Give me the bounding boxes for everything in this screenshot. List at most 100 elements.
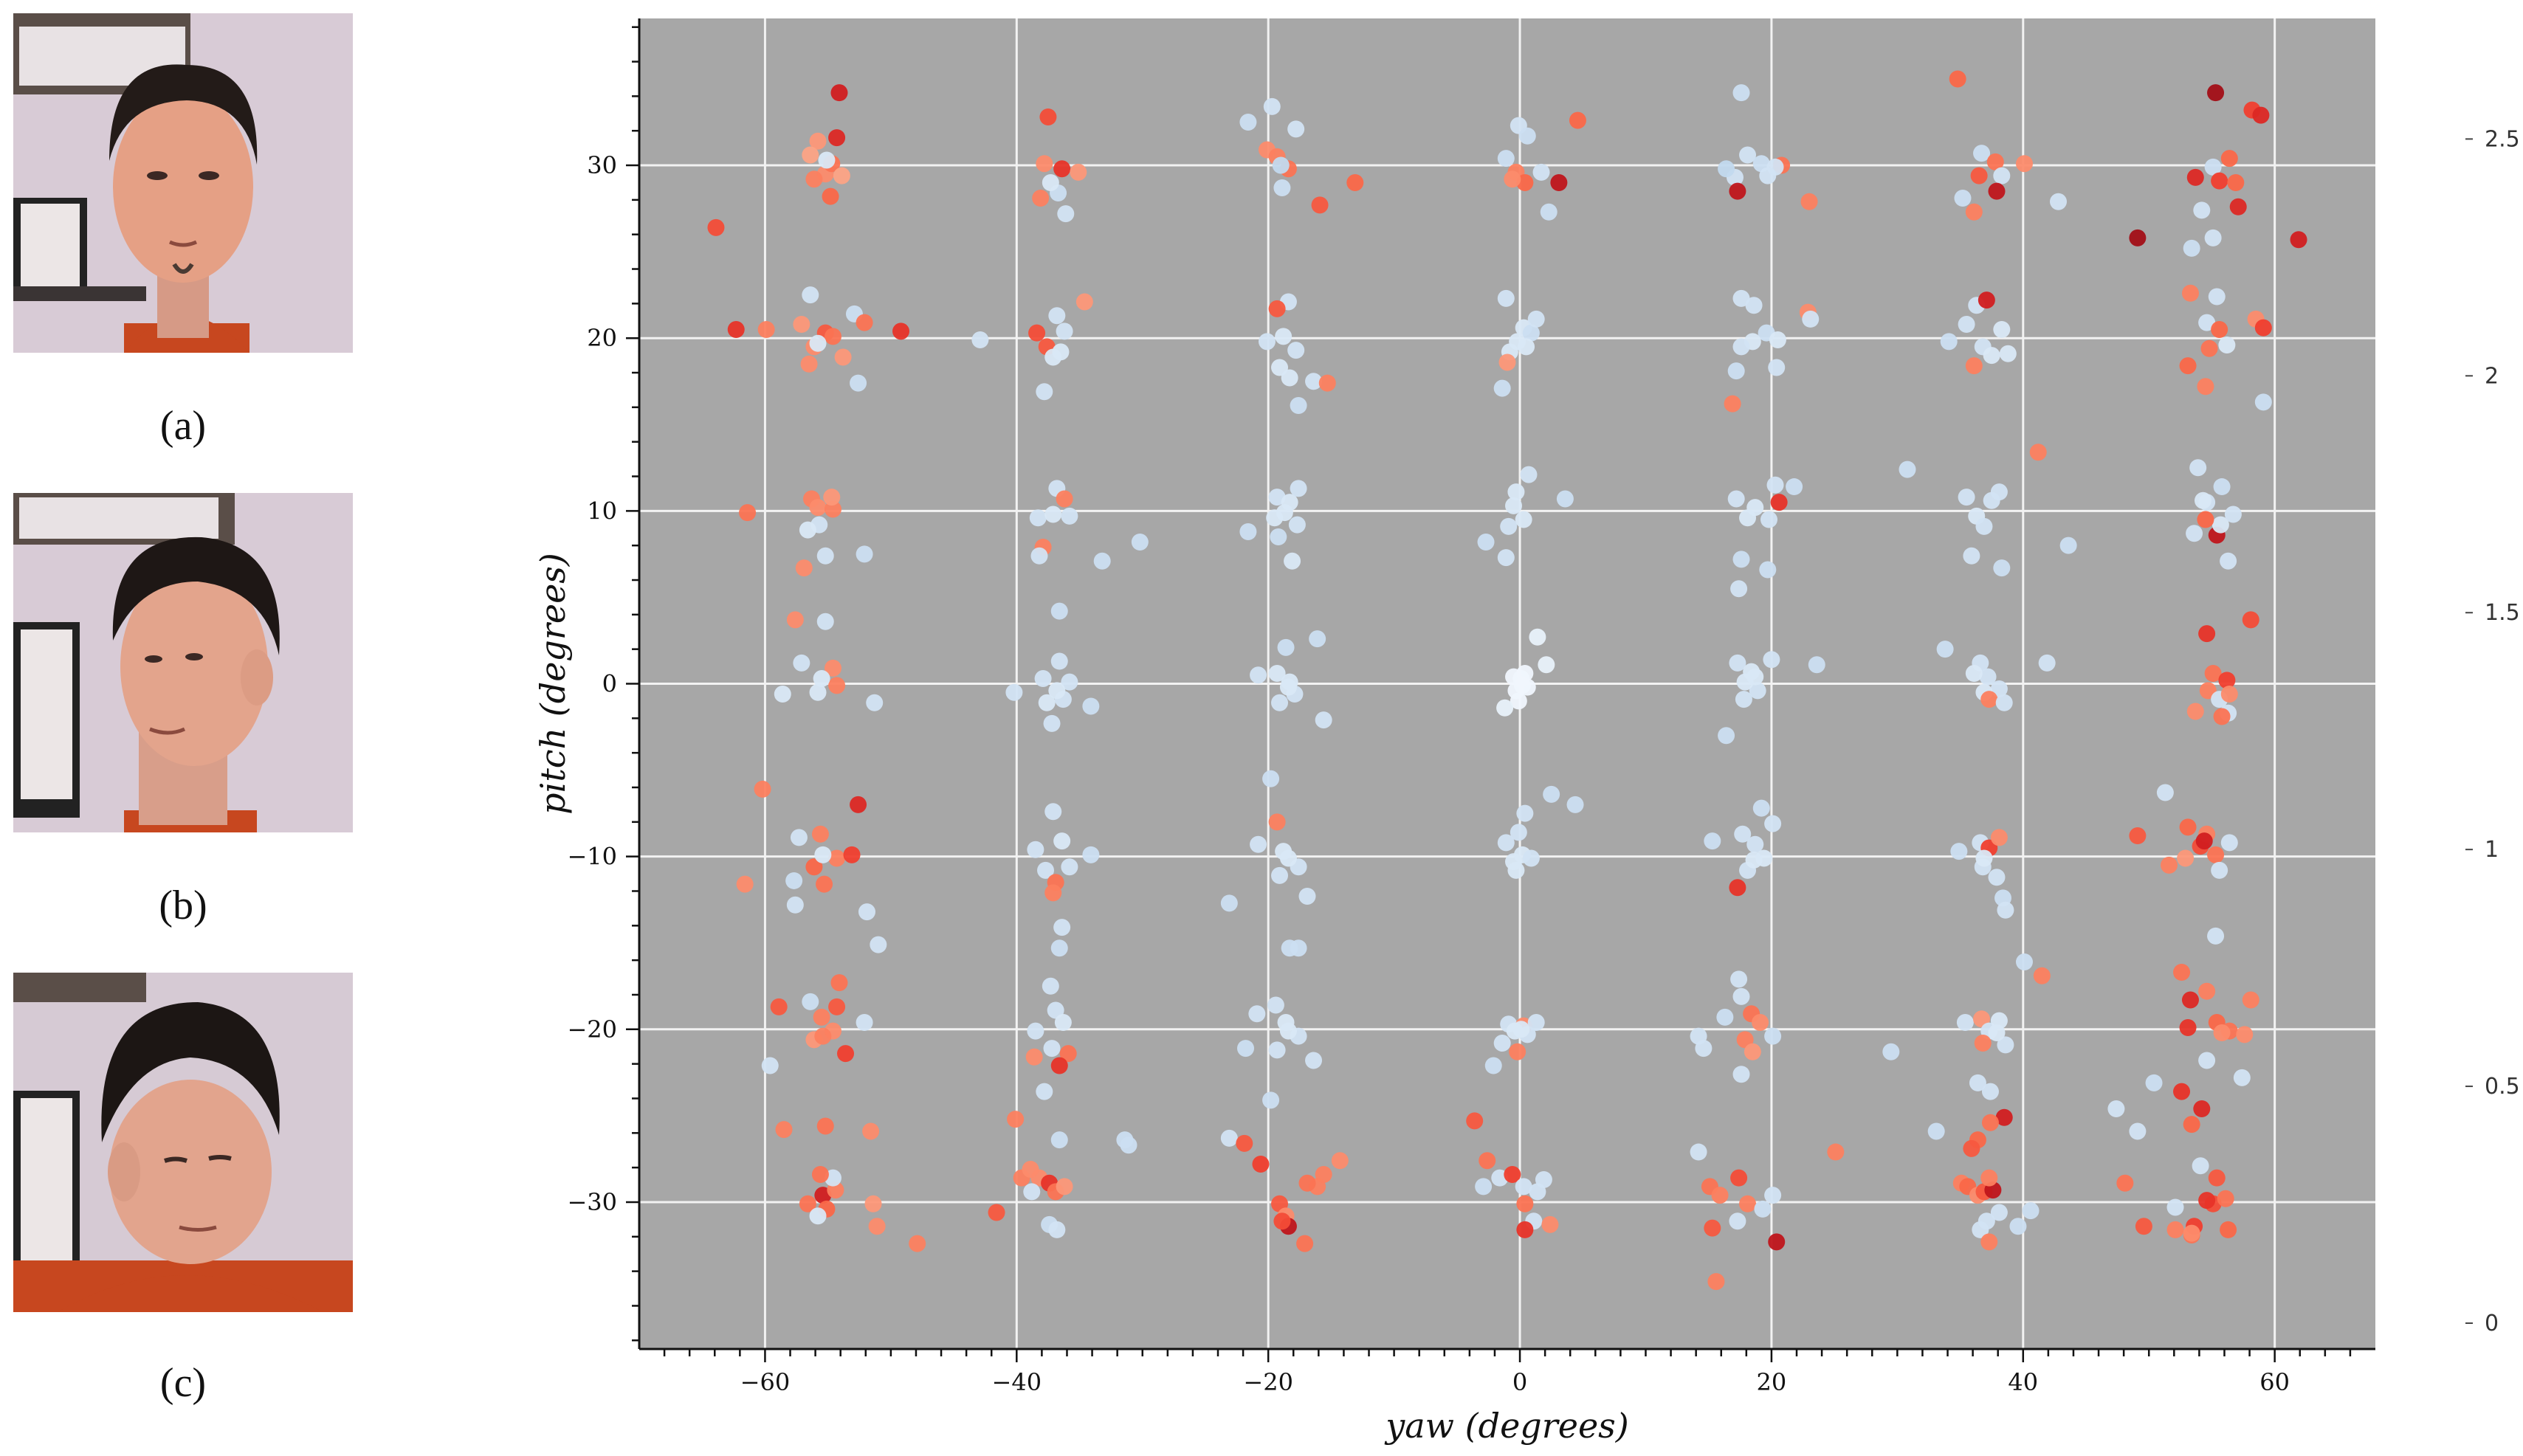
data-point bbox=[2166, 1221, 2184, 1238]
data-point bbox=[775, 1121, 793, 1139]
data-point bbox=[1048, 682, 1066, 700]
data-point bbox=[1025, 1048, 1043, 1066]
data-point bbox=[1988, 182, 2006, 200]
data-point bbox=[2254, 393, 2272, 411]
y-tick-label: −20 bbox=[567, 1015, 617, 1043]
data-point bbox=[1802, 310, 1820, 328]
colorbar: 0 0.5 1 1.5 2 2.5 bbox=[2465, 126, 2520, 1336]
data-point bbox=[988, 1204, 1005, 1221]
data-point bbox=[1759, 561, 1777, 579]
data-point bbox=[2179, 357, 2197, 375]
data-point bbox=[1704, 832, 1721, 850]
data-point bbox=[1007, 1111, 1025, 1128]
y-tick-label: 0 bbox=[602, 670, 617, 698]
data-point bbox=[1729, 1212, 1746, 1230]
data-point bbox=[1990, 483, 2008, 501]
data-point bbox=[1975, 849, 1993, 867]
data-point bbox=[1538, 656, 1555, 674]
data-point bbox=[1518, 127, 1536, 145]
data-point bbox=[1763, 651, 1780, 669]
data-point bbox=[799, 521, 816, 539]
data-point bbox=[828, 129, 846, 147]
data-point bbox=[1522, 849, 1540, 867]
data-point bbox=[864, 1195, 882, 1212]
data-point bbox=[1963, 547, 1980, 565]
data-point bbox=[1284, 552, 1301, 570]
data-point bbox=[809, 1207, 827, 1225]
data-point bbox=[1267, 996, 1284, 1014]
data-point bbox=[1315, 1166, 1332, 1184]
data-point bbox=[1729, 182, 1746, 200]
data-point bbox=[1732, 338, 1750, 356]
data-point bbox=[1038, 694, 1056, 711]
data-point bbox=[1981, 1083, 1999, 1100]
data-point bbox=[830, 84, 848, 102]
data-point bbox=[2204, 664, 2222, 682]
data-point bbox=[1540, 203, 1557, 221]
data-point bbox=[2116, 1174, 2134, 1192]
data-point bbox=[1082, 846, 1100, 863]
data-point bbox=[1954, 190, 1972, 207]
data-point bbox=[809, 683, 827, 701]
data-point bbox=[2207, 84, 2225, 102]
data-point bbox=[1504, 170, 1521, 188]
data-point bbox=[822, 187, 839, 205]
data-point bbox=[1980, 1169, 1998, 1187]
data-point bbox=[2207, 927, 2225, 945]
data-point bbox=[856, 545, 873, 563]
data-point bbox=[1075, 293, 1093, 311]
data-point bbox=[1963, 1139, 1980, 1157]
data-point bbox=[2220, 552, 2237, 570]
data-point bbox=[1296, 1235, 1314, 1252]
y-tick-label: −30 bbox=[567, 1188, 617, 1216]
data-point bbox=[2242, 611, 2259, 629]
data-point bbox=[1030, 547, 1048, 565]
data-point bbox=[1498, 353, 1516, 371]
data-point bbox=[785, 872, 803, 889]
data-point bbox=[1056, 490, 1073, 508]
data-point bbox=[2204, 229, 2222, 246]
data-point bbox=[1050, 939, 1068, 957]
data-point bbox=[2195, 491, 2212, 509]
data-point bbox=[833, 167, 850, 184]
data-point bbox=[814, 846, 832, 863]
data-point bbox=[2033, 967, 2051, 984]
data-point bbox=[1993, 559, 2011, 577]
data-point bbox=[2208, 1169, 2226, 1187]
data-point bbox=[1690, 1143, 1707, 1161]
data-point bbox=[793, 654, 810, 672]
data-point bbox=[2129, 1122, 2147, 1140]
data-point bbox=[793, 315, 810, 333]
y-tick-label: 10 bbox=[587, 497, 617, 525]
colorbar-tick-label: 0.5 bbox=[2485, 1074, 2520, 1100]
data-point bbox=[828, 998, 846, 1015]
data-point bbox=[1043, 714, 1061, 732]
data-point bbox=[1239, 113, 1257, 131]
data-point bbox=[2198, 625, 2216, 643]
data-point bbox=[1505, 853, 1523, 871]
data-point bbox=[1724, 395, 1741, 413]
data-point bbox=[2129, 229, 2147, 246]
data-point bbox=[1290, 480, 1307, 497]
data-point bbox=[1061, 507, 1078, 525]
data-point bbox=[1973, 145, 1991, 162]
data-point bbox=[1466, 1112, 1484, 1130]
data-point bbox=[802, 993, 819, 1010]
data-point bbox=[2213, 478, 2231, 496]
data-point bbox=[1311, 196, 1329, 214]
data-point bbox=[1522, 324, 1540, 342]
data-point bbox=[727, 320, 745, 338]
data-point bbox=[2179, 1018, 2197, 1036]
data-point bbox=[2213, 1024, 2231, 1041]
data-point bbox=[909, 1235, 926, 1252]
data-point bbox=[1899, 460, 1916, 478]
data-point bbox=[1477, 533, 1495, 551]
data-point bbox=[1516, 1221, 1534, 1238]
data-point bbox=[1975, 517, 1993, 535]
data-point bbox=[1479, 1152, 1496, 1170]
data-point bbox=[1999, 345, 2017, 362]
data-point bbox=[2197, 378, 2214, 396]
data-point bbox=[1695, 1040, 1713, 1058]
data-point bbox=[1766, 476, 1784, 494]
data-point bbox=[850, 796, 867, 813]
